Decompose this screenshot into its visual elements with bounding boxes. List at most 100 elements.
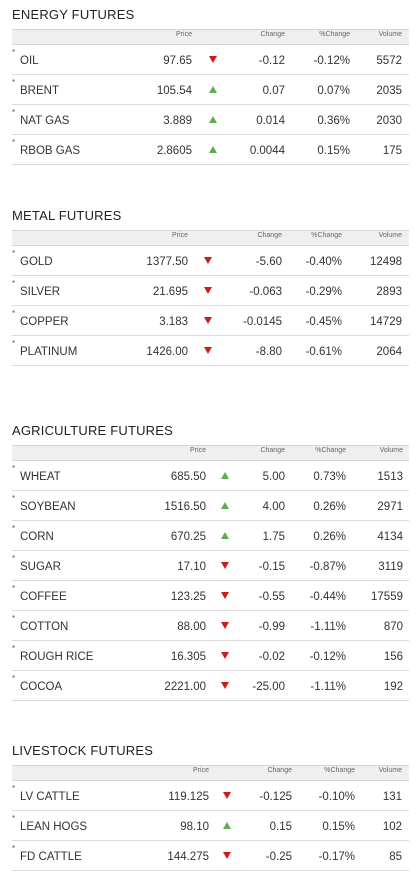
footnote-marker: * [12, 644, 16, 653]
commodity-name-link[interactable]: COPPER [20, 316, 69, 328]
column-header-change[interactable]: Change [260, 31, 285, 38]
footnote-marker: * [12, 614, 16, 623]
change-value: 0.014 [256, 115, 285, 127]
pct-change-value: -0.40% [305, 256, 342, 268]
table-row[interactable]: * CORN 670.25 1.75 0.26% 4134 [12, 521, 409, 551]
column-header-price[interactable]: Price [190, 447, 206, 454]
pct-change-value: 0.15% [322, 821, 355, 833]
table-row[interactable]: * LV CATTLE 119.125 -0.125 -0.10% 131 [12, 781, 409, 811]
table-row[interactable]: * SUGAR 17.10 -0.15 -0.87% 3119 [12, 551, 409, 581]
change-value: 4.00 [262, 501, 285, 513]
change-value: -0.55 [258, 591, 285, 603]
table-row[interactable]: * PLATINUM 1426.00 -8.80 -0.61% 2064 [12, 336, 409, 366]
commodity-name-link[interactable]: COTTON [20, 621, 69, 633]
volume-value: 2030 [376, 115, 402, 127]
table-body: * OIL 97.65 -0.12 -0.12% 5572 * BRENT 105.54 0.07… [12, 45, 409, 165]
volume-value: 870 [383, 621, 403, 633]
arrow-down-icon [223, 852, 231, 859]
table-row[interactable]: * SOYBEAN 1516.50 4.00 0.26% 2971 [12, 491, 409, 521]
volume-value: 2893 [376, 286, 402, 298]
column-header-price[interactable]: Price [176, 31, 192, 38]
arrow-up-icon [209, 146, 217, 153]
commodity-name-link[interactable]: ROUGH RICE [20, 651, 94, 663]
section-title: LIVESTOCK FUTURES [12, 743, 154, 758]
commodity-name-link[interactable]: LV CATTLE [20, 791, 80, 803]
price-value: 1377.50 [146, 256, 188, 268]
change-value: 1.75 [262, 531, 285, 543]
footnote-marker: * [12, 108, 16, 117]
column-header-volume[interactable]: Volume [378, 31, 402, 38]
column-header-pct-change[interactable]: %Change [315, 447, 346, 454]
volume-value: 175 [382, 145, 402, 157]
footnote-marker: * [12, 524, 16, 533]
pct-change-value: 0.26% [313, 501, 346, 513]
commodity-name-link[interactable]: NAT GAS [20, 115, 70, 127]
column-header-change[interactable]: Change [260, 447, 285, 454]
arrow-down-icon [223, 792, 231, 799]
column-header-change[interactable]: Change [257, 232, 282, 239]
column-header-change[interactable]: Change [267, 767, 292, 774]
volume-value: 156 [383, 651, 403, 663]
table-row[interactable]: * OIL 97.65 -0.12 -0.12% 5572 [12, 45, 409, 75]
footnote-marker: * [12, 339, 16, 348]
commodity-name-link[interactable]: SUGAR [20, 561, 61, 573]
price-value: 1426.00 [146, 346, 188, 358]
table-header: Price Change %Change Volume [12, 29, 409, 45]
pct-change-value: -0.12% [309, 651, 346, 663]
pct-change-value: -0.45% [305, 316, 342, 328]
price-value: 1516.50 [164, 501, 206, 513]
change-value: -25.00 [252, 681, 285, 693]
pct-change-value: -0.10% [318, 791, 355, 803]
column-header-volume[interactable]: Volume [379, 447, 403, 454]
section-title: ENERGY FUTURES [12, 7, 135, 22]
arrow-down-icon [221, 622, 229, 629]
arrow-up-icon [209, 116, 217, 123]
commodity-name-link[interactable]: BRENT [20, 85, 59, 97]
table-row[interactable]: * SILVER 21.695 -0.063 -0.29% 2893 [12, 276, 409, 306]
column-header-volume[interactable]: Volume [378, 232, 402, 239]
commodity-name-link[interactable]: OIL [20, 55, 39, 67]
change-value: -0.063 [249, 286, 282, 298]
commodity-name-link[interactable]: LEAN HOGS [20, 821, 88, 833]
table-header: Price Change %Change Volume [12, 445, 409, 461]
commodity-name-link[interactable]: CORN [20, 531, 54, 543]
table-row[interactable]: * BRENT 105.54 0.07 0.07% 2035 [12, 75, 409, 105]
column-header-price[interactable]: Price [193, 767, 209, 774]
table-row[interactable]: * COPPER 3.183 -0.0145 -0.45% 14729 [12, 306, 409, 336]
volume-value: 14729 [370, 316, 402, 328]
table-row[interactable]: * COTTON 88.00 -0.99 -1.11% 870 [12, 611, 409, 641]
volume-value: 2971 [377, 501, 403, 513]
commodity-name-link[interactable]: COFFEE [20, 591, 67, 603]
price-value: 88.00 [177, 621, 206, 633]
footnote-marker: * [12, 784, 16, 793]
commodity-name-link[interactable]: GOLD [20, 256, 53, 268]
commodity-name-link[interactable]: FD CATTLE [20, 851, 82, 863]
table-body: * GOLD 1377.50 -5.60 -0.40% 12498 * SILVER 21.69… [12, 246, 409, 366]
column-header-volume[interactable]: Volume [378, 767, 402, 774]
commodity-name-link[interactable]: SILVER [20, 286, 61, 298]
table-row[interactable]: * ROUGH RICE 16.305 -0.02 -0.12% 156 [12, 641, 409, 671]
table-row[interactable]: * RBOB GAS 2.8605 0.0044 0.15% 175 [12, 135, 409, 165]
change-value: 0.15 [269, 821, 292, 833]
commodity-name-link[interactable]: SOYBEAN [20, 501, 76, 513]
table-row[interactable]: * WHEAT 685.50 5.00 0.73% 1513 [12, 461, 409, 491]
volume-value: 4134 [377, 531, 403, 543]
commodity-name-link[interactable]: RBOB GAS [20, 145, 81, 157]
column-header-pct-change[interactable]: %Change [319, 31, 350, 38]
change-value: -8.80 [255, 346, 282, 358]
table-row[interactable]: * GOLD 1377.50 -5.60 -0.40% 12498 [12, 246, 409, 276]
commodity-name-link[interactable]: COCOA [20, 681, 63, 693]
footnote-marker: * [12, 584, 16, 593]
column-header-price[interactable]: Price [172, 232, 188, 239]
table-row[interactable]: * COCOA 2221.00 -25.00 -1.11% 192 [12, 671, 409, 701]
column-header-pct-change[interactable]: %Change [324, 767, 355, 774]
column-header-pct-change[interactable]: %Change [311, 232, 342, 239]
commodity-name-link[interactable]: PLATINUM [20, 346, 78, 358]
section-title: METAL FUTURES [12, 208, 122, 223]
table-row[interactable]: * FD CATTLE 144.275 -0.25 -0.17% 85 [12, 841, 409, 871]
table-row[interactable]: * COFFEE 123.25 -0.55 -0.44% 17559 [12, 581, 409, 611]
table-row[interactable]: * LEAN HOGS 98.10 0.15 0.15% 102 [12, 811, 409, 841]
table-row[interactable]: * NAT GAS 3.889 0.014 0.36% 2030 [12, 105, 409, 135]
price-value: 105.54 [156, 85, 192, 97]
commodity-name-link[interactable]: WHEAT [20, 471, 61, 483]
